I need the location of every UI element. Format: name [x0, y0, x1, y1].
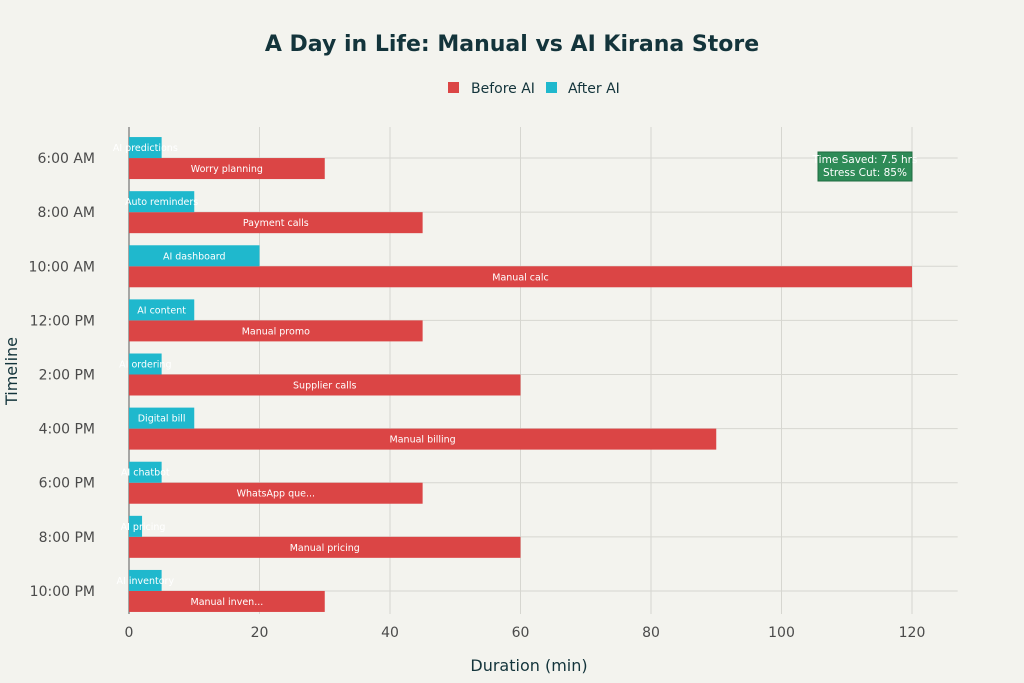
- bar-before-ai-6-00-pm[interactable]: [129, 482, 423, 504]
- x-tick-label: 80: [642, 625, 660, 641]
- x-tick-label: 60: [512, 625, 530, 641]
- bar-label-after-ai-10-00-pm: AI inventory: [117, 576, 175, 587]
- annotation-line: Time Saved: 7.5 hrs: [812, 154, 918, 166]
- bar-label-before-ai-6-00-pm: WhatsApp que...: [237, 489, 315, 500]
- bar-label-after-ai-6-00-am: AI predictions: [113, 143, 178, 154]
- x-tick-label: 0: [125, 625, 134, 641]
- bar-before-ai-8-00-pm[interactable]: [129, 536, 521, 558]
- legend-swatch-before-ai: [448, 82, 459, 93]
- bar-label-after-ai-12-00-pm: AI content: [137, 305, 186, 316]
- legend-label-after-ai[interactable]: After AI: [568, 81, 620, 97]
- legend-swatch-after-ai: [546, 82, 557, 93]
- bar-after-ai-12-00-pm[interactable]: [129, 299, 195, 321]
- chart-title: A Day in Life: Manual vs AI Kirana Store: [265, 32, 759, 57]
- y-tick-label-10-00-am: 10:00 AM: [29, 259, 95, 275]
- y-tick-label-4-00-pm: 4:00 PM: [39, 422, 95, 438]
- y-tick-label-12-00-pm: 12:00 PM: [30, 313, 95, 329]
- annotation-background: [817, 151, 913, 182]
- y-tick-label-6-00-pm: 6:00 PM: [39, 476, 95, 492]
- legend: Before AI After AI: [448, 81, 620, 97]
- bar-label-before-ai-12-00-pm: Manual promo: [242, 326, 310, 337]
- bar-label-before-ai-10-00-pm: Manual inven...: [191, 597, 264, 608]
- bar-after-ai-8-00-am[interactable]: [129, 191, 195, 213]
- y-tick-label-6-00-am: 6:00 AM: [37, 151, 95, 167]
- bar-before-ai-8-00-am[interactable]: [129, 212, 423, 234]
- y-tick-label-8-00-pm: 8:00 PM: [39, 530, 95, 546]
- bar-after-ai-10-00-pm[interactable]: [129, 569, 162, 591]
- bar-after-ai-6-00-am[interactable]: [129, 137, 162, 159]
- bar-before-ai-2-00-pm[interactable]: [129, 374, 521, 396]
- bar-after-ai-2-00-pm[interactable]: [129, 353, 162, 375]
- bar-after-ai-8-00-pm[interactable]: [129, 515, 143, 537]
- bar-before-ai-6-00-am[interactable]: [129, 158, 325, 180]
- bar-label-after-ai-10-00-am: AI dashboard: [163, 251, 226, 262]
- y-tick-label-2-00-pm: 2:00 PM: [39, 368, 95, 384]
- bar-before-ai-12-00-pm[interactable]: [129, 320, 423, 342]
- bar-label-before-ai-8-00-am: Payment calls: [243, 218, 309, 229]
- legend-label-before-ai[interactable]: Before AI: [471, 81, 535, 97]
- y-tick-label-8-00-am: 8:00 AM: [37, 205, 95, 221]
- bar-after-ai-6-00-pm[interactable]: [129, 461, 162, 483]
- ticks: 0 20 40 60 80 100 120 6:00 AM 8:00 AM 10:00 AM 12:…: [29, 151, 926, 641]
- bar-before-ai-10-00-am[interactable]: [129, 266, 912, 288]
- bar-label-before-ai-4-00-pm: Manual billing: [390, 435, 456, 446]
- bar-label-after-ai-8-00-pm: AI pricing: [121, 522, 166, 533]
- x-tick-label: 20: [251, 625, 269, 641]
- bar-before-ai-10-00-pm[interactable]: [129, 590, 325, 612]
- bar-after-ai-10-00-am[interactable]: [129, 245, 260, 267]
- x-axis-title: Duration (min): [470, 656, 587, 675]
- annotation-line: Stress Cut: 85%: [823, 167, 907, 179]
- y-axis-title: Timeline: [2, 337, 21, 406]
- bar-label-before-ai-6-00-am: Worry planning: [191, 164, 263, 175]
- bar-after-ai-4-00-pm[interactable]: [129, 407, 195, 429]
- bar-label-after-ai-8-00-am: Auto reminders: [125, 197, 198, 208]
- bar-label-after-ai-2-00-pm: AI ordering: [119, 360, 171, 371]
- x-tick-label: 120: [899, 625, 926, 641]
- x-tick-label: 40: [381, 625, 399, 641]
- x-tick-label: 100: [768, 625, 795, 641]
- bars: Worry planning Payment calls Manual calc Ma…: [113, 137, 912, 612]
- bar-label-before-ai-10-00-am: Manual calc: [492, 272, 548, 283]
- bar-label-before-ai-8-00-pm: Manual pricing: [290, 543, 360, 554]
- bar-label-before-ai-2-00-pm: Supplier calls: [293, 381, 356, 392]
- bar-label-after-ai-6-00-pm: AI chatbot: [121, 468, 170, 479]
- bar-before-ai-4-00-pm[interactable]: [129, 428, 717, 450]
- y-tick-label-10-00-pm: 10:00 PM: [30, 584, 95, 600]
- bar-label-after-ai-4-00-pm: Digital bill: [138, 414, 186, 425]
